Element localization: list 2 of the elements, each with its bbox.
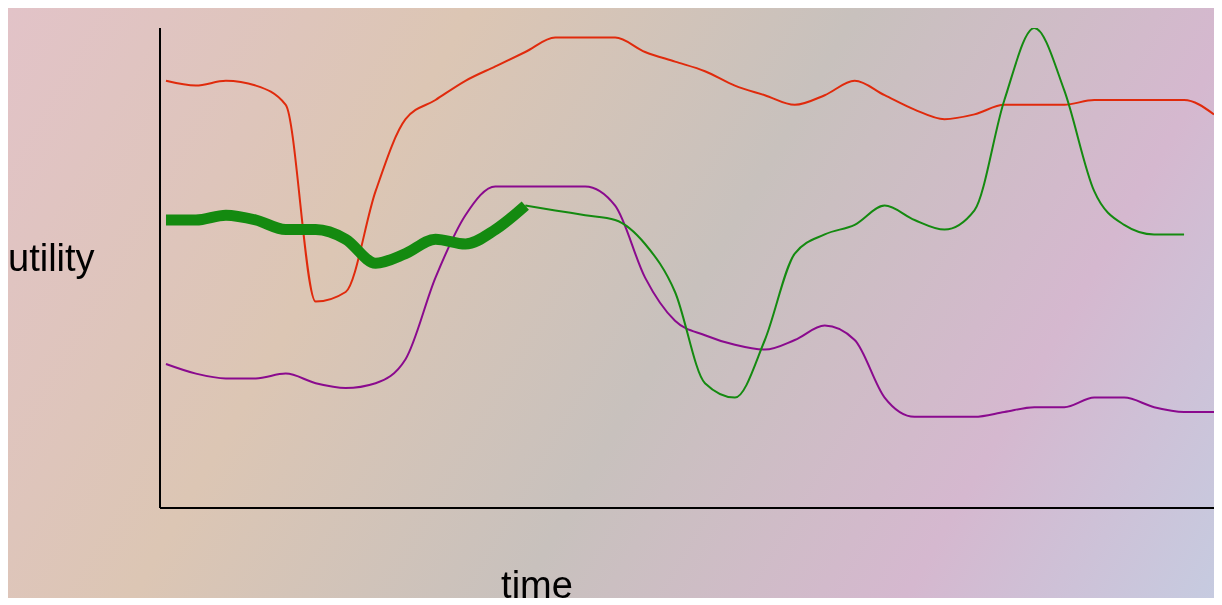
x-axis-title: time (501, 564, 573, 605)
y-axis-title: utility (8, 237, 95, 280)
